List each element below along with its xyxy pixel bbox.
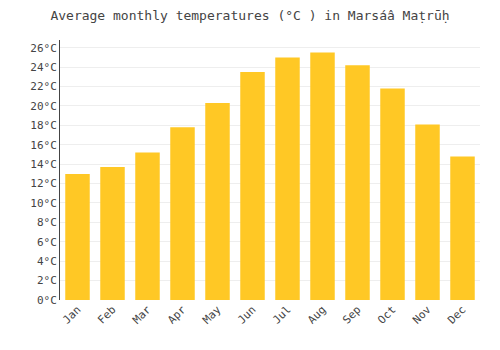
svg-text:Jan: Jan (60, 303, 83, 326)
svg-text:Aug: Aug (305, 303, 328, 326)
svg-text:6°C: 6°C (37, 236, 57, 249)
svg-text:Mar: Mar (130, 303, 154, 327)
svg-text:14°C: 14°C (30, 158, 57, 171)
svg-text:10°C: 10°C (30, 197, 57, 210)
svg-text:Nov: Nov (410, 303, 434, 327)
svg-text:16°C: 16°C (30, 139, 57, 152)
svg-text:2°C: 2°C (37, 274, 57, 287)
svg-text:0°C: 0°C (37, 294, 57, 307)
svg-text:Jun: Jun (235, 303, 258, 326)
svg-text:Jul: Jul (270, 303, 293, 326)
svg-text:Dec: Dec (445, 303, 468, 326)
svg-text:Feb: Feb (95, 303, 118, 326)
svg-text:Apr: Apr (165, 303, 189, 327)
svg-text:18°C: 18°C (30, 119, 57, 132)
svg-text:20°C: 20°C (30, 100, 57, 113)
svg-text:8°C: 8°C (37, 216, 57, 229)
svg-text:22°C: 22°C (30, 80, 57, 93)
svg-text:12°C: 12°C (30, 177, 57, 190)
svg-text:26°C: 26°C (30, 42, 57, 55)
svg-text:Oct: Oct (375, 303, 398, 326)
svg-text:24°C: 24°C (30, 61, 57, 74)
svg-text:Sep: Sep (340, 303, 363, 326)
svg-text:May: May (200, 303, 224, 327)
svg-text:4°C: 4°C (37, 255, 57, 268)
svg-text:Average monthly temperatures (: Average monthly temperatures (°C ) in Ma… (50, 8, 449, 23)
